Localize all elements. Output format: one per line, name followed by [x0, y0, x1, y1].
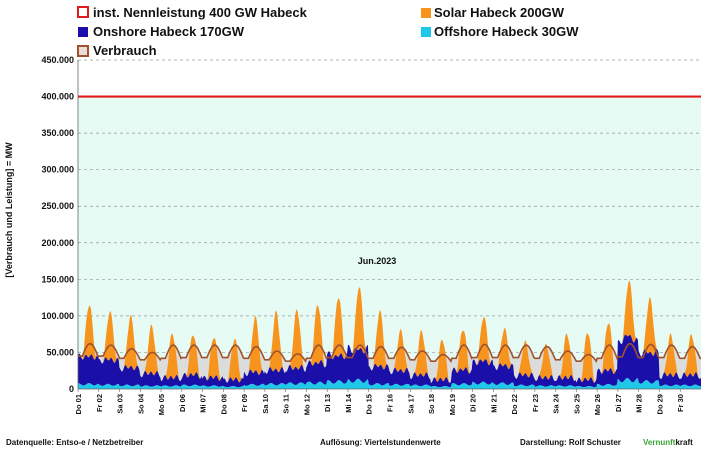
x-tick-label-21: Do 22: [510, 394, 519, 414]
series-onshore-area: [78, 334, 701, 388]
x-tick-label-20: Mi 21: [489, 394, 498, 413]
series-offshore-area: [78, 378, 701, 389]
deficit-area: [78, 343, 701, 384]
x-tick-label-12: Di 13: [323, 394, 332, 412]
plot-area: [78, 59, 701, 390]
x-tick-label-28: Do 29: [655, 394, 664, 414]
x-tick-label-24: So 25: [572, 394, 581, 414]
x-tick-label-23: Sa 24: [552, 393, 561, 413]
legend-label-verbrauch: Verbrauch: [93, 43, 157, 58]
footer-brand: Vernunftkraft: [643, 438, 693, 447]
y-tick-label-8: 400.000: [41, 92, 74, 102]
x-tick-label-26: Di 27: [614, 394, 623, 412]
y-tick-label-1: 50.000: [46, 347, 74, 357]
x-tick-label-17: So 18: [427, 394, 436, 414]
legend-label-nenn: inst. Nennleistung 400 GW Habeck: [93, 5, 308, 20]
x-tick-label-11: Mo 12: [302, 394, 311, 415]
x-tick-label-2: Sa 03: [116, 394, 125, 414]
legend-item-solar: Solar Habeck 200GW: [421, 5, 565, 20]
x-tick-label-15: Fr 16: [386, 394, 395, 412]
legend: inst. Nennleistung 400 GW Habeck Solar H…: [77, 5, 579, 58]
x-tick-label-1: Fr 02: [95, 394, 104, 412]
y-tick-label-2: 100.000: [41, 311, 74, 321]
x-tick-label-9: Sa 10: [261, 394, 270, 414]
x-tick-label-14: Do 15: [365, 394, 374, 414]
series-verbrauch-line: [78, 342, 701, 364]
y-axis-label: [Verbrauch und Leistung] = MW: [4, 142, 14, 278]
footer-brand-part1: Vernunft: [643, 438, 676, 447]
footer-resolution: Auflösung: Viertelstundenwerte: [320, 438, 441, 447]
x-tick-label-3: So 04: [136, 393, 145, 414]
y-tick-label-9: 450.000: [41, 55, 74, 65]
legend-label-solar: Solar Habeck 200GW: [434, 5, 565, 20]
y-tick-label-7: 350.000: [41, 128, 74, 138]
legend-item-verbrauch: Verbrauch: [77, 43, 157, 58]
x-tick-label-8: Fr 09: [240, 394, 249, 412]
x-tick-label-16: Sa 17: [406, 394, 415, 414]
x-tick-label-25: Mo 26: [593, 394, 602, 415]
x-tick-label-10: So 11: [282, 394, 291, 414]
legend-swatch-offshore: [421, 27, 431, 37]
x-tick-label-6: Mi 07: [199, 394, 208, 413]
x-tick-label-0: Do 01: [74, 394, 83, 414]
x-tick-label-27: Mi 28: [635, 394, 644, 413]
legend-swatch-nenn: [77, 6, 89, 18]
x-axis-label: Jun.2023: [358, 256, 397, 266]
footer: Datenquelle: Entso-e / Netzbetreiber Auf…: [6, 438, 693, 447]
legend-swatch-onshore: [78, 27, 88, 37]
footer-source: Datenquelle: Entso-e / Netzbetreiber: [6, 438, 143, 447]
x-tick-label-4: Mo 05: [157, 394, 166, 415]
series-solar-area: [78, 280, 701, 384]
legend-swatch-verbrauch: [77, 45, 89, 57]
x-tick-label-29: Fr 30: [676, 394, 685, 412]
y-tick-label-5: 250.000: [41, 201, 74, 211]
y-tick-label-6: 300.000: [41, 165, 74, 175]
legend-item-nenn: inst. Nennleistung 400 GW Habeck: [77, 5, 308, 20]
y-tick-label-3: 150.000: [41, 274, 74, 284]
x-tick-label-7: Do 08: [219, 394, 228, 414]
footer-brand-part2: kraft: [675, 438, 693, 447]
legend-item-offshore: Offshore Habeck 30GW: [421, 24, 579, 39]
x-tick-label-22: Fr 23: [531, 394, 540, 412]
x-tick-label-19: Di 20: [469, 394, 478, 412]
legend-swatch-solar: [421, 8, 431, 18]
footer-author: Darstellung: Rolf Schuster: [520, 438, 621, 447]
legend-item-onshore: Onshore Habeck 170GW: [78, 24, 245, 39]
x-tick-label-5: Di 06: [178, 394, 187, 412]
legend-label-onshore: Onshore Habeck 170GW: [93, 24, 245, 39]
axes: 0 50.000 100.000 150.000 200.000 250.000 300.0…: [41, 55, 701, 415]
x-tick-label-13: Mi 14: [344, 393, 353, 413]
legend-label-offshore: Offshore Habeck 30GW: [434, 24, 579, 39]
y-tick-label-4: 200.000: [41, 238, 74, 248]
y-tick-label-0: 0: [69, 384, 74, 394]
x-tick-label-18: Mo 19: [448, 394, 457, 415]
